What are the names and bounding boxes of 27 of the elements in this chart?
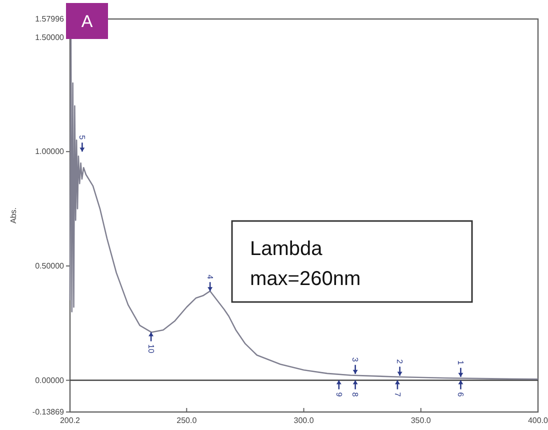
annotation: 4: [206, 274, 215, 280]
line-series: [69, 36, 539, 380]
y-axis-title: Abs.: [9, 207, 18, 224]
x-tick-label: 300.0: [294, 416, 314, 425]
annotation: 7: [392, 392, 402, 398]
annotation: 5: [78, 135, 87, 140]
y-tick-label: 1.57996: [35, 14, 65, 24]
y-tick-label: 0.00000: [35, 376, 65, 385]
annotation: 9: [334, 392, 344, 398]
x-tick-label: 400.0: [528, 416, 548, 425]
x-tick-label: 350.0: [410, 416, 432, 425]
annotation: 1: [456, 360, 466, 366]
x-tick-label: 250.0: [176, 416, 198, 425]
annotation: A: [81, 12, 94, 31]
note-box: Lambda max=260nm: [231, 220, 473, 303]
annotation: 6: [456, 392, 466, 398]
annotation: Lambda max=260nm: [250, 238, 361, 290]
panel-letter-box: A: [66, 3, 108, 39]
y-tick-label: 0.50000: [35, 262, 65, 271]
annotation: 10: [146, 344, 156, 354]
y-tick-label: 1.50000: [35, 32, 65, 42]
y-tick-label: -0.13869: [32, 408, 65, 417]
annotation: 3: [350, 357, 360, 362]
x-tick-label: 200.2: [60, 416, 81, 425]
annotation: 8: [350, 392, 360, 398]
annotation: 2: [395, 359, 404, 364]
y-tick-label: 1.00000: [35, 147, 65, 156]
